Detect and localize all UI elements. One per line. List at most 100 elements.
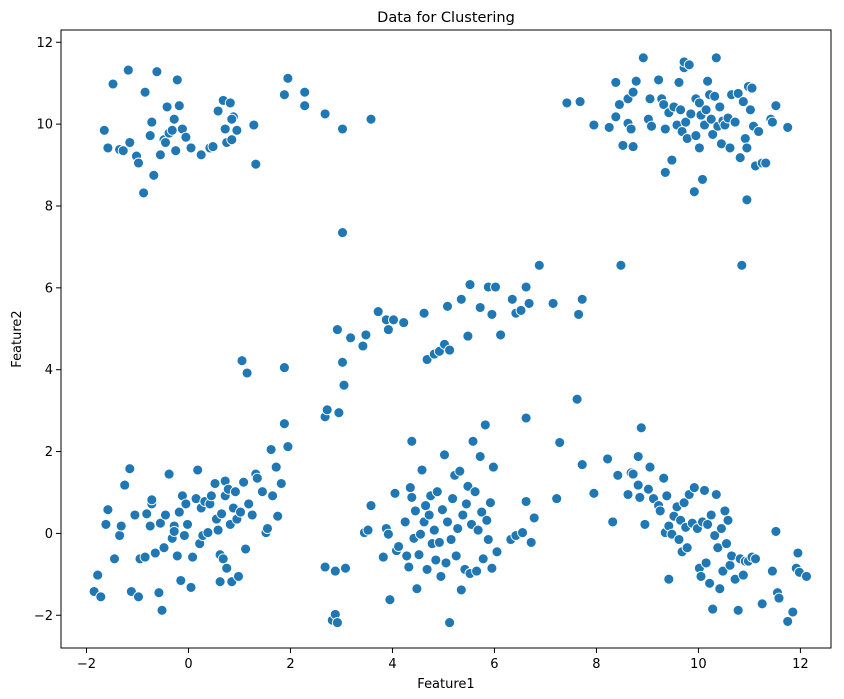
data-point xyxy=(666,154,678,166)
data-point xyxy=(635,422,647,434)
data-point xyxy=(236,355,248,367)
data-point xyxy=(95,591,107,603)
chart-title: Data for Clustering xyxy=(377,10,515,26)
x-axis-label: Feature1 xyxy=(417,677,474,692)
data-point xyxy=(109,553,120,565)
y-axis-label: Feature2 xyxy=(10,310,25,367)
data-point xyxy=(393,541,405,552)
data-point xyxy=(464,279,476,291)
data-point xyxy=(102,142,114,154)
data-point xyxy=(362,524,374,536)
data-point xyxy=(474,302,486,313)
data-point xyxy=(107,78,119,90)
data-point xyxy=(782,121,794,133)
data-point xyxy=(760,157,772,169)
data-point xyxy=(337,227,348,239)
data-point xyxy=(92,569,104,581)
data-point xyxy=(148,169,160,181)
data-point xyxy=(202,527,214,539)
data-point xyxy=(442,300,453,312)
data-point xyxy=(331,617,343,629)
data-point xyxy=(439,449,450,461)
data-point xyxy=(168,113,180,125)
data-point xyxy=(160,137,171,148)
data-point xyxy=(627,468,639,480)
data-point xyxy=(119,479,131,491)
data-point xyxy=(736,259,748,271)
data-point xyxy=(753,126,765,137)
data-point xyxy=(420,500,432,512)
data-point xyxy=(384,594,396,606)
data-point xyxy=(607,516,619,528)
data-point xyxy=(238,476,250,488)
data-point xyxy=(124,137,136,148)
data-point xyxy=(739,133,751,144)
data-point xyxy=(734,152,746,164)
data-point xyxy=(415,528,426,540)
data-point xyxy=(724,142,736,154)
data-point xyxy=(233,570,244,582)
data-point xyxy=(278,89,290,101)
data-point xyxy=(209,478,221,489)
data-point xyxy=(673,534,685,545)
x-tick-label: 0 xyxy=(184,657,192,672)
data-point xyxy=(171,74,183,86)
data-point xyxy=(428,524,440,536)
data-point xyxy=(663,573,675,585)
data-point xyxy=(467,435,479,447)
data-point xyxy=(146,116,158,128)
data-point xyxy=(472,524,484,536)
data-point xyxy=(707,128,719,140)
data-point xyxy=(695,570,707,582)
data-point xyxy=(491,546,503,558)
data-point xyxy=(382,528,394,540)
data-point xyxy=(240,543,252,555)
data-point xyxy=(168,525,180,537)
data-point xyxy=(216,508,228,520)
data-point xyxy=(722,514,734,526)
data-point xyxy=(217,553,229,565)
x-tick-label: 6 xyxy=(490,657,498,672)
data-point xyxy=(171,550,183,562)
data-point xyxy=(178,530,190,541)
data-point xyxy=(714,101,726,113)
data-point xyxy=(430,554,442,566)
data-point xyxy=(251,472,263,484)
data-point xyxy=(226,113,238,125)
data-point xyxy=(714,583,726,595)
data-point xyxy=(574,96,586,108)
data-point xyxy=(435,570,447,582)
data-point xyxy=(680,116,692,128)
data-point xyxy=(702,75,714,87)
data-point xyxy=(114,530,126,541)
data-point xyxy=(702,518,714,530)
data-point xyxy=(278,362,290,374)
data-point xyxy=(455,584,467,596)
data-point xyxy=(457,509,469,521)
data-point xyxy=(163,468,175,480)
x-axis: −2 0 2 4 6 8 10 12 xyxy=(77,648,809,672)
data-point xyxy=(399,516,411,528)
data-point xyxy=(678,497,690,509)
data-point xyxy=(533,259,545,271)
data-point xyxy=(175,575,187,586)
data-point xyxy=(724,559,736,571)
data-point xyxy=(715,138,727,150)
data-point xyxy=(517,527,528,539)
data-point xyxy=(156,604,168,616)
data-point xyxy=(646,120,657,132)
data-point xyxy=(372,306,384,318)
data-point xyxy=(520,412,532,424)
data-point xyxy=(627,141,639,153)
data-point xyxy=(732,604,744,616)
data-point xyxy=(637,52,649,64)
data-point xyxy=(275,478,287,489)
data-point xyxy=(413,549,425,561)
data-point xyxy=(243,498,255,510)
data-point xyxy=(658,472,670,484)
data-point xyxy=(299,100,311,112)
data-point xyxy=(729,116,741,128)
y-tick-label: 2 xyxy=(45,445,53,460)
data-point xyxy=(632,451,644,462)
